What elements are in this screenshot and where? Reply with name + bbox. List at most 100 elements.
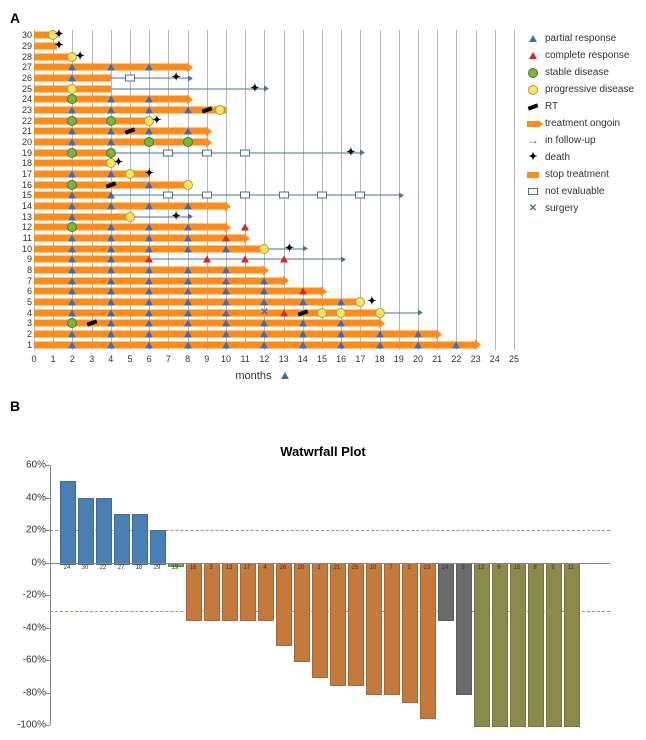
legend-item: progressive disease: [526, 81, 634, 98]
x-tick: 19: [394, 354, 404, 364]
progressive-disease-icon: [317, 308, 327, 318]
wf-y-tick: 20%: [12, 525, 46, 536]
swimmer-plot: ✦✦✦✦✦✦✦✦✦✦✦✦✕ 30292827262524232221201918…: [34, 30, 514, 350]
legend-item: →in follow-up: [526, 132, 634, 149]
partial-response-icon: [107, 267, 115, 274]
partial-response-icon: [299, 341, 307, 348]
wf-bar-label: 14: [442, 565, 449, 571]
not-evaluable-icon: [317, 192, 327, 199]
wf-bar-label: 16: [190, 565, 197, 571]
partial-response-icon: [414, 341, 422, 348]
death-icon: ✦: [114, 158, 123, 169]
treatment-bar: [34, 288, 322, 295]
wf-bar-label: 2: [407, 565, 410, 571]
partial-response-icon: [452, 341, 460, 348]
partial-response-icon: [107, 331, 115, 338]
wf-bar-label: 20: [298, 565, 305, 571]
y-tick: 14: [16, 201, 32, 211]
x-tick: 9: [204, 354, 209, 364]
partial-response-icon: [68, 213, 76, 220]
waterfall-bar: [528, 563, 544, 728]
x-tick: 11: [241, 354, 250, 364]
treatment-bar: [34, 235, 245, 242]
partial-response-icon: [376, 331, 384, 338]
waterfall-bar: [276, 563, 292, 646]
partial-response-icon: [107, 320, 115, 327]
y-tick: 5: [16, 297, 32, 307]
y-tick: 12: [16, 222, 32, 232]
wf-bar-label: 1: [317, 565, 320, 571]
y-tick: 18: [16, 158, 32, 168]
y-tick: 10: [16, 244, 32, 254]
axis-marker-icon: [281, 372, 289, 379]
x-tick: 14: [298, 354, 308, 364]
partial-response-icon: [222, 320, 230, 327]
waterfall-bar: [132, 514, 148, 565]
wf-bar-label: 26: [280, 565, 287, 571]
followup-line: [111, 88, 265, 89]
y-tick: 6: [16, 286, 32, 296]
progressive-disease-icon: [125, 212, 135, 222]
partial-response-icon: [222, 299, 230, 306]
partial-response-icon: [260, 288, 268, 295]
partial-response-icon: [68, 256, 76, 263]
y-tick: 7: [16, 276, 32, 286]
treatment-bar: [34, 341, 476, 348]
y-tick: 1: [16, 340, 32, 350]
y-tick: 2: [16, 329, 32, 339]
x-tick: 2: [70, 354, 75, 364]
waterfall-bar: [60, 481, 76, 564]
not-evaluable-icon: [355, 192, 365, 199]
wf-bar-label: 4: [263, 565, 266, 571]
partial-response-icon: [68, 107, 76, 114]
partial-response-icon: [222, 331, 230, 338]
wf-bar-label: 30: [82, 565, 89, 571]
progressive-disease-icon: [259, 244, 269, 254]
waterfall-bar: [420, 563, 436, 719]
x-tick: 8: [185, 354, 190, 364]
death-icon: ✦: [171, 73, 180, 84]
partial-response-icon: [145, 235, 153, 242]
treatment-bar: [34, 117, 149, 124]
swimmer-plot-wrap: ✦✦✦✦✦✦✦✦✦✦✦✦✕ 30292827262524232221201918…: [10, 30, 636, 350]
not-evaluable-icon: [240, 149, 250, 156]
partial-response-icon: [222, 341, 230, 348]
partial-response-icon: [68, 299, 76, 306]
partial-response-icon: [145, 181, 153, 188]
waterfall-bar: [492, 563, 508, 728]
y-tick: 29: [16, 41, 32, 51]
y-tick: 22: [16, 116, 32, 126]
wf-y-tick: -60%: [12, 655, 46, 666]
y-tick: 21: [16, 126, 32, 136]
partial-response-icon: [337, 331, 345, 338]
death-icon: ✦: [75, 51, 84, 62]
wf-bar-label: 10: [370, 565, 377, 571]
followup-line: [111, 152, 361, 153]
treatment-bar: [34, 309, 380, 316]
waterfall-bar: [294, 563, 310, 663]
not-evaluable-icon: [163, 192, 173, 199]
x-tick: 4: [108, 354, 113, 364]
wf-bar-label: 15: [514, 565, 521, 571]
progressive-disease-icon: [125, 169, 135, 179]
legend-item: treatment ongoin: [526, 115, 634, 132]
stable-disease-icon: [67, 116, 77, 126]
x-tick: 12: [259, 354, 269, 364]
y-tick: 27: [16, 62, 32, 72]
stable-disease-icon: [67, 222, 77, 232]
partial-response-icon: [145, 341, 153, 348]
partial-response-icon: [68, 267, 76, 274]
x-tick: 22: [451, 354, 461, 364]
wf-y-tick: -100%: [12, 720, 46, 731]
wf-bar-label: 17: [244, 565, 251, 571]
complete-response-icon: [222, 235, 230, 242]
waterfall-bar: [240, 563, 256, 622]
legend-item: stop treatment: [526, 166, 634, 183]
partial-response-icon: [376, 341, 384, 348]
wf-bar-label: 13: [226, 565, 233, 571]
partial-response-icon: [184, 235, 192, 242]
complete-response-icon: [145, 256, 153, 263]
partial-response-icon: [107, 107, 115, 114]
legend-item: partial response: [526, 30, 634, 47]
partial-response-icon: [107, 139, 115, 146]
